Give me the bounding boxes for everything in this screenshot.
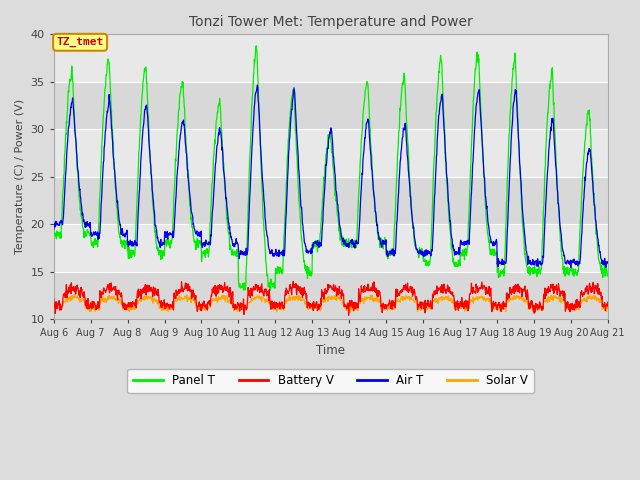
Bar [54, 130, 608, 177]
Bar [54, 177, 608, 224]
Bar [54, 35, 608, 82]
Legend: Panel T, Battery V, Air T, Solar V: Panel T, Battery V, Air T, Solar V [127, 369, 534, 393]
Bar [54, 82, 608, 130]
Y-axis label: Temperature (C) / Power (V): Temperature (C) / Power (V) [15, 99, 25, 254]
Bar [54, 272, 608, 319]
X-axis label: Time: Time [316, 344, 345, 357]
Text: TZ_tmet: TZ_tmet [56, 37, 104, 48]
Title: Tonzi Tower Met: Temperature and Power: Tonzi Tower Met: Temperature and Power [189, 15, 472, 29]
Bar [54, 224, 608, 272]
